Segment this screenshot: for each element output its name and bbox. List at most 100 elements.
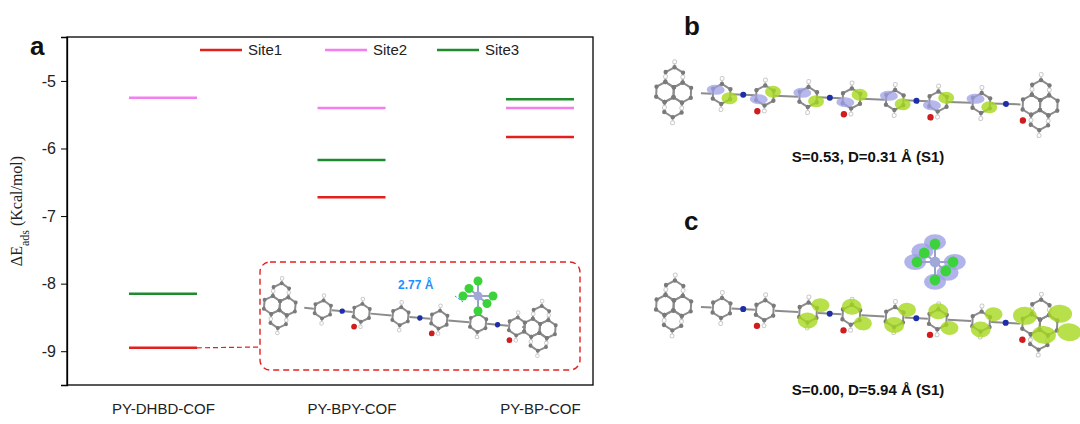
atom bbox=[979, 309, 984, 314]
hydrogen bbox=[850, 81, 854, 85]
hydrogen bbox=[806, 110, 810, 114]
hydrogen bbox=[397, 328, 401, 332]
atom bbox=[285, 313, 289, 317]
atom bbox=[1029, 113, 1034, 118]
atom bbox=[312, 311, 316, 315]
legend-label: Site1 bbox=[248, 41, 282, 58]
hydrogen bbox=[475, 335, 479, 339]
atom bbox=[672, 298, 677, 303]
isosurface bbox=[707, 84, 725, 95]
atom bbox=[1038, 98, 1043, 103]
atom bbox=[1038, 108, 1043, 113]
atom bbox=[720, 296, 725, 301]
atom bbox=[328, 312, 332, 316]
bond bbox=[948, 320, 971, 321]
atom bbox=[276, 326, 280, 330]
atom bbox=[672, 298, 677, 303]
atom bbox=[1038, 98, 1043, 103]
atom bbox=[284, 322, 288, 326]
hydrogen bbox=[681, 75, 685, 79]
level-line bbox=[506, 136, 574, 139]
atom bbox=[321, 298, 325, 302]
atom bbox=[710, 310, 715, 315]
atom bbox=[1047, 303, 1052, 308]
atom bbox=[935, 327, 940, 332]
atom bbox=[554, 323, 558, 327]
atom bbox=[662, 323, 667, 328]
fluorine bbox=[474, 277, 483, 286]
atom bbox=[1020, 326, 1025, 331]
atom bbox=[507, 319, 511, 323]
atom bbox=[522, 329, 526, 333]
atom bbox=[271, 294, 275, 298]
atom bbox=[468, 325, 472, 329]
nitrogen bbox=[740, 92, 746, 98]
bond bbox=[304, 307, 314, 310]
isosurface bbox=[940, 320, 959, 335]
atom bbox=[390, 318, 394, 322]
atom bbox=[679, 110, 684, 115]
atom bbox=[671, 308, 676, 313]
atom bbox=[1021, 97, 1026, 102]
hydrogen bbox=[361, 297, 365, 301]
figure: -9-8-7-6-5PY-DHBD-COFPY-BPY-COFPY-BP-COF… bbox=[0, 0, 1080, 424]
y-tick: -6 bbox=[42, 140, 67, 157]
atoms bbox=[260, 275, 560, 359]
ion-c bbox=[904, 234, 966, 290]
atom bbox=[514, 333, 518, 337]
inset-box bbox=[260, 262, 580, 370]
hydrogen bbox=[322, 294, 326, 298]
atom bbox=[359, 320, 363, 324]
atom bbox=[280, 281, 284, 285]
x-tick-label: PY-BP-COF bbox=[500, 400, 580, 417]
atom bbox=[672, 85, 677, 90]
atom bbox=[475, 330, 479, 334]
atom bbox=[537, 331, 541, 335]
atom bbox=[1038, 317, 1043, 322]
level-line bbox=[506, 98, 574, 101]
oxygen bbox=[927, 114, 934, 121]
legend-swatch bbox=[200, 49, 242, 52]
atom bbox=[680, 80, 685, 85]
hydrogen bbox=[664, 287, 668, 291]
panel-label: b bbox=[684, 11, 700, 41]
atom bbox=[728, 87, 733, 92]
hydrogen bbox=[892, 113, 896, 117]
atoms bbox=[652, 272, 1061, 358]
ring bbox=[712, 298, 730, 319]
atom bbox=[286, 295, 290, 299]
atoms bbox=[653, 59, 1061, 138]
atom bbox=[671, 95, 676, 100]
legend-item: Site1 bbox=[200, 41, 282, 58]
atom bbox=[1047, 93, 1052, 98]
atom bbox=[278, 299, 282, 303]
fluorine bbox=[474, 307, 483, 316]
x-tick: PY-DHBD-COF bbox=[112, 385, 215, 417]
hydrogen bbox=[670, 334, 674, 338]
atom bbox=[483, 326, 487, 330]
fluorine bbox=[489, 292, 498, 301]
y-tick-mark bbox=[61, 81, 67, 82]
hydrogen bbox=[681, 288, 685, 292]
hydrogen bbox=[1039, 292, 1043, 296]
isosurface bbox=[898, 302, 917, 317]
atom bbox=[815, 90, 820, 95]
fluorine bbox=[930, 239, 941, 250]
oxygen bbox=[841, 111, 848, 118]
y-tick-label: -7 bbox=[42, 208, 56, 225]
isosurface bbox=[970, 321, 991, 338]
atom bbox=[654, 84, 659, 89]
atom bbox=[679, 314, 684, 319]
atom bbox=[797, 99, 802, 104]
bonds bbox=[262, 277, 558, 357]
ring bbox=[508, 317, 525, 336]
atom bbox=[927, 322, 932, 327]
atom bbox=[262, 298, 266, 302]
hydrogen bbox=[764, 293, 768, 297]
atom bbox=[1038, 317, 1043, 322]
isosurface bbox=[923, 100, 941, 111]
hydrogen bbox=[849, 112, 853, 116]
atom bbox=[754, 302, 759, 307]
atom bbox=[893, 88, 898, 93]
atom bbox=[277, 308, 281, 312]
